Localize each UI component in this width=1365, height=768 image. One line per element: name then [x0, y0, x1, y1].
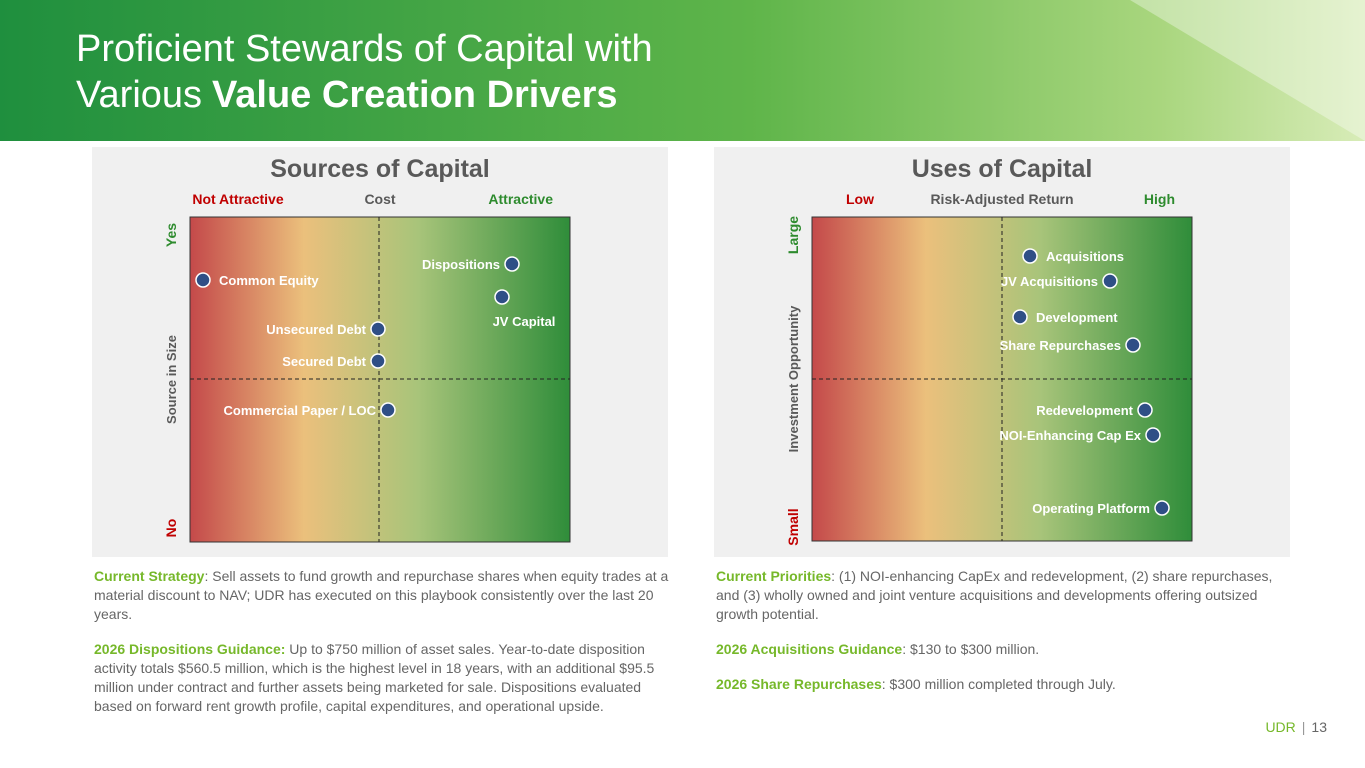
y-axis-top: Yes: [163, 223, 179, 247]
item-dot: [370, 321, 386, 337]
item-dot: [504, 256, 520, 272]
note-label: 2026 Dispositions Guidance:: [94, 641, 286, 657]
panel-title: Sources of Capital: [270, 155, 490, 183]
note: 2026 Share Repurchases: $300 million com…: [716, 675, 1291, 694]
item-label: Acquisitions: [1046, 249, 1124, 264]
y-axis-bottom: Small: [785, 508, 801, 545]
note: Current Priorities: (1) NOI-enhancing Ca…: [716, 567, 1291, 624]
note-label: Current Priorities: [716, 568, 832, 584]
item-dot: [1102, 273, 1118, 289]
item-dot: [370, 353, 386, 369]
x-axis-center: Cost: [364, 191, 395, 207]
x-axis-left: Low: [846, 191, 874, 207]
x-axis-left: Not Attractive: [192, 191, 283, 207]
item-dot: [1137, 402, 1153, 418]
title-line: Various: [76, 74, 203, 116]
y-axis-center: Investment Opportunity: [786, 305, 801, 452]
item-dot: [195, 272, 211, 288]
panel-title: Uses of Capital: [912, 155, 1093, 183]
item-label: Commercial Paper / LOC: [224, 403, 377, 418]
x-axis-right: Attractive: [488, 191, 553, 207]
note-label: 2026 Acquisitions Guidance: [716, 641, 903, 657]
x-axis-right: High: [1144, 191, 1175, 207]
item-label: Unsecured Debt: [266, 322, 366, 337]
item-label: JV Acquisitions: [1001, 274, 1098, 289]
note: 2026 Acquisitions Guidance: $130 to $300…: [716, 640, 1291, 659]
item-dot: [494, 289, 510, 305]
item-label: NOI-Enhancing Cap Ex: [999, 428, 1141, 443]
y-axis-center: Source in Size: [164, 335, 179, 424]
brand: UDR: [1265, 719, 1296, 735]
title-bold: Value Creation Drivers: [212, 74, 618, 116]
note-text: : $300 million completed through July.: [881, 676, 1116, 692]
note: 2026 Dispositions Guidance: Up to $750 m…: [94, 640, 669, 716]
item-label: Redevelopment: [1036, 403, 1133, 418]
note-label: 2026 Share Repurchases: [716, 676, 882, 692]
note-text: : (1) NOI-enhancing CapEx and redevelopm…: [716, 568, 1273, 622]
notes: Current Strategy: Sell assets to fund gr…: [94, 567, 669, 732]
page-number: 13: [1311, 719, 1327, 735]
note-text: Up to $750 million of asset sales. Year-…: [94, 641, 655, 714]
item-dot: [1012, 309, 1028, 325]
note-label: Current Strategy: [94, 568, 205, 584]
item-label: Dispositions: [422, 257, 500, 272]
x-axis-center: Risk-Adjusted Return: [930, 191, 1073, 207]
item-dot: [1125, 337, 1141, 353]
notes: Current Priorities: (1) NOI-enhancing Ca…: [716, 567, 1291, 710]
separator: |: [1301, 719, 1306, 735]
note-text: : Sell assets to fund growth and repurch…: [94, 568, 669, 622]
item-dot: [1145, 427, 1161, 443]
item-label: Share Repurchases: [1000, 338, 1121, 353]
title-line: Proficient Stewards of Capital with: [76, 28, 653, 70]
item-dot: [1154, 500, 1170, 516]
header-accent: [1130, 0, 1365, 141]
footer: UDR | 13: [1259, 719, 1327, 735]
y-axis-bottom: No: [163, 519, 179, 538]
item-label: Development: [1036, 310, 1118, 325]
y-axis-top: Large: [785, 216, 801, 254]
item-label: Operating Platform: [1032, 501, 1150, 516]
slide-title: Proficient Stewards of Capital with Vario…: [76, 26, 653, 118]
item-dot: [1022, 248, 1038, 264]
item-label: JV Capital: [493, 314, 556, 329]
note-text: : $130 to $300 million.: [902, 641, 1040, 657]
item-label: Secured Debt: [282, 354, 366, 369]
item-dot: [380, 402, 396, 418]
header-band: [0, 0, 1365, 141]
note: Current Strategy: Sell assets to fund gr…: [94, 567, 669, 624]
item-label: Common Equity: [219, 273, 319, 288]
